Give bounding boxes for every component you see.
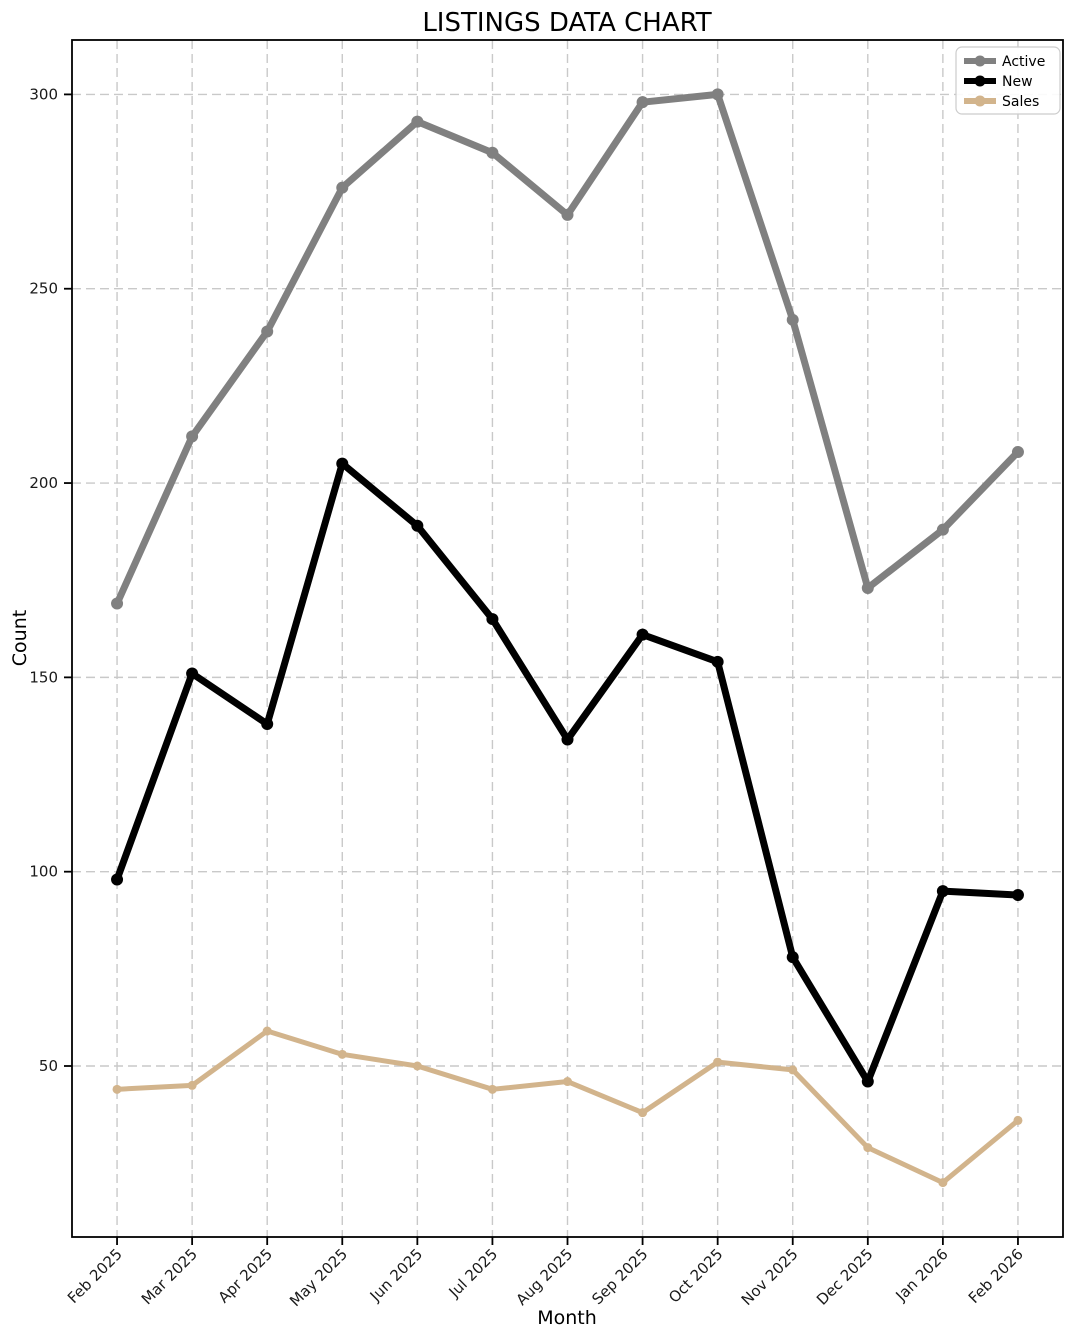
series-sales-point (187, 1080, 197, 1090)
series-new-point (486, 613, 499, 626)
series-sales-point (638, 1108, 648, 1118)
x-tick-label: Jan 2026 (892, 1245, 952, 1305)
y-tick-label: 100 (29, 863, 58, 881)
series-active-point (486, 146, 499, 159)
series-active-point (261, 325, 274, 338)
series-sales-point (412, 1061, 422, 1071)
x-axis-label: Month (537, 1307, 597, 1329)
series-active-point (936, 523, 949, 536)
x-tick-label: May 2025 (286, 1245, 351, 1310)
grid-layer (72, 40, 1063, 1237)
x-tick-label: Aug 2025 (513, 1245, 577, 1309)
series-sales-point (563, 1077, 572, 1087)
series-active-point (186, 430, 199, 443)
x-tick-label: Mar 2025 (138, 1245, 201, 1308)
x-tick-label: Feb 2025 (64, 1245, 126, 1307)
x-tick-label: Sep 2025 (588, 1245, 651, 1308)
series-new-point (1011, 889, 1024, 901)
series-new-point (636, 628, 649, 641)
y-tick-label: 200 (29, 474, 58, 492)
x-tick-label: Apr 2025 (215, 1245, 276, 1306)
series-new-point (261, 718, 274, 730)
series-sales-point (713, 1057, 723, 1067)
series-active-point (786, 313, 799, 326)
series-sales-point (487, 1084, 497, 1094)
legend: Active New Sales (955, 46, 1061, 115)
x-tick-label: Dec 2025 (813, 1245, 877, 1309)
series-active-point (411, 115, 424, 128)
x-tick-label: Feb 2026 (965, 1245, 1027, 1307)
x-tick-label: Jun 2025 (366, 1245, 426, 1305)
legend-label-active: Active (1002, 54, 1045, 70)
legend-label-sales: Sales (1002, 94, 1039, 110)
legend-entry-active: Active (964, 54, 1045, 70)
legend-swatch-active-marker (974, 55, 986, 67)
legend-entry-sales: Sales (964, 94, 1039, 110)
series-new-point (786, 951, 799, 964)
series-sales-point (863, 1143, 873, 1153)
series-new-point (186, 667, 199, 680)
series-sales-point (938, 1178, 948, 1188)
series-sales-point (1013, 1115, 1023, 1125)
series-new-point (861, 1075, 874, 1088)
series-new-point (936, 885, 949, 898)
x-tick-label: Oct 2025 (665, 1245, 726, 1306)
series-active-point (636, 96, 649, 109)
legend-entry-new: New (964, 74, 1033, 90)
y-tick-label: 50 (39, 1057, 58, 1075)
legend-swatch-sales-marker (974, 95, 986, 107)
y-axis-label: Count (9, 610, 31, 666)
series-sales-point (337, 1049, 347, 1059)
series-active-point (336, 181, 349, 194)
y-tick-label: 150 (29, 668, 58, 686)
y-tick-label: 300 (29, 85, 58, 103)
series-sales-point (112, 1084, 122, 1094)
legend-swatch-new-marker (974, 75, 986, 87)
series-new-point (336, 457, 349, 470)
x-tick-label: Nov 2025 (738, 1245, 802, 1309)
series-layer (111, 88, 1024, 1188)
x-tick-label: Jul 2025 (445, 1245, 502, 1302)
chart-title: LISTINGS DATA CHART (422, 8, 711, 38)
series-new-point (561, 733, 574, 746)
series-active-point (111, 597, 124, 610)
y-tick-label: 250 (29, 280, 58, 298)
series-sales-point (262, 1026, 272, 1036)
series-active-point (861, 581, 874, 594)
series-active-point (1011, 445, 1024, 458)
tick-layer: 50 100 150 200 250 300 Feb 2025 Mar 2025 Apr 202… (29, 85, 1026, 1310)
series-new-point (411, 519, 424, 532)
series-active-point (711, 88, 724, 101)
series-active-point (561, 208, 574, 221)
series-new-point (711, 655, 724, 668)
series-sales-point (788, 1065, 798, 1075)
legend-label-new: New (1002, 74, 1033, 90)
series-new-point (111, 873, 124, 886)
